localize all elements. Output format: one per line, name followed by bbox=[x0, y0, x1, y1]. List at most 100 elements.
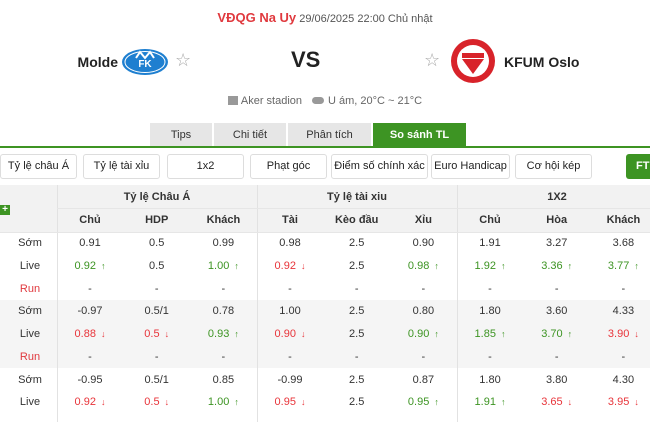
odds-value: 3.80 bbox=[545, 374, 568, 386]
odds-cell: - bbox=[190, 351, 256, 363]
arrow-down-icon: ↓ bbox=[567, 397, 573, 407]
odds-cell: -0.95 bbox=[57, 374, 123, 386]
odds-value: 4.30 bbox=[612, 374, 635, 386]
odds-cell: - bbox=[390, 283, 456, 295]
odds-value: 2.5 bbox=[349, 328, 365, 340]
ft-button[interactable]: FT bbox=[626, 154, 650, 179]
odds-value: 2.5 bbox=[349, 396, 365, 408]
odds-value: 0.95 bbox=[274, 396, 296, 408]
filter-1x2[interactable]: 1x2 bbox=[167, 154, 244, 179]
tab-tips[interactable]: Tips bbox=[150, 123, 212, 147]
column-header: Xỉu bbox=[414, 214, 432, 226]
arrow-down-icon: ↓ bbox=[300, 261, 306, 271]
odds-value: 3.95 bbox=[607, 396, 630, 408]
expand-plus-icon[interactable]: + bbox=[0, 205, 10, 215]
filter-asian-handicap[interactable]: Tỷ lệ châu Á bbox=[0, 154, 77, 179]
favorite-away-star-icon[interactable]: ☆ bbox=[424, 50, 441, 70]
row-label: Sớm bbox=[18, 305, 42, 317]
league-name[interactable]: VĐQG Na Uy bbox=[217, 10, 297, 25]
odds-cell: - bbox=[524, 351, 590, 363]
odds-value: 1.92 bbox=[474, 260, 496, 272]
odds-cell: 2.5 bbox=[324, 374, 390, 386]
away-team-name[interactable]: KFUM Oslo bbox=[504, 54, 580, 70]
tab-so-sanh-tl[interactable]: So sánh TL bbox=[373, 123, 466, 147]
odds-cell: 0.5 bbox=[124, 260, 190, 272]
filter-corners[interactable]: Phạt góc bbox=[250, 154, 327, 179]
odds-value: 3.70 bbox=[541, 328, 563, 340]
odds-cell: 0.88 ↓ bbox=[57, 328, 123, 340]
odds-cell: 3.68 bbox=[590, 237, 650, 249]
odds-cell: 0.92 ↑ bbox=[57, 260, 123, 272]
column-divider bbox=[257, 185, 258, 422]
weather: U ám, 20°C ~ 21°C bbox=[328, 95, 423, 107]
arrow-down-icon: ↓ bbox=[164, 329, 170, 339]
arrow-down-icon: ↓ bbox=[300, 329, 306, 339]
column-header: Khách bbox=[606, 214, 641, 226]
odds-cell: 0.78 bbox=[190, 305, 256, 317]
odds-value: 1.85 bbox=[474, 328, 496, 340]
column-header: Kèo đầu bbox=[334, 214, 379, 226]
odds-value: 0.88 bbox=[74, 328, 96, 340]
tab-chi-tiet[interactable]: Chi tiết bbox=[214, 123, 286, 147]
odds-value: - bbox=[221, 351, 226, 363]
odds-cell: 0.95 ↓ bbox=[257, 396, 323, 408]
odds-value: - bbox=[354, 351, 359, 363]
odds-value: -0.99 bbox=[277, 374, 303, 386]
odds-cell: - bbox=[124, 283, 190, 295]
row-label: Run bbox=[19, 351, 41, 363]
arrow-up-icon: ↑ bbox=[634, 261, 639, 271]
odds-cell: -0.99 bbox=[257, 374, 323, 386]
favorite-home-star-icon[interactable]: ☆ bbox=[175, 50, 192, 70]
odds-value: 0.98 bbox=[279, 237, 301, 249]
home-team-name[interactable]: Molde bbox=[77, 54, 118, 70]
arrow-up-icon: ↑ bbox=[500, 397, 506, 407]
filter-euro-handicap[interactable]: Euro Handicap bbox=[431, 154, 510, 179]
odds-value: 0.92 bbox=[274, 260, 296, 272]
odds-value: 3.60 bbox=[545, 305, 568, 317]
filter-double-chance[interactable]: Cơ hội kép bbox=[515, 154, 592, 179]
odds-value: 3.77 bbox=[607, 260, 630, 272]
odds-cell: 1.92 ↑ bbox=[457, 260, 523, 272]
row-label: Sớm bbox=[18, 237, 42, 249]
group-header: Tỷ lệ tài xiu bbox=[327, 191, 387, 203]
odds-value: 1.91 bbox=[479, 237, 501, 249]
odds-value: 0.99 bbox=[212, 237, 235, 249]
arrow-up-icon: ↑ bbox=[434, 329, 439, 339]
tab-phan-tich[interactable]: Phân tích bbox=[288, 123, 371, 147]
odds-cell: 2.5 bbox=[324, 396, 390, 408]
odds-cell: - bbox=[324, 283, 390, 295]
odds-cell: 0.80 bbox=[390, 305, 456, 317]
odds-value: 2.5 bbox=[349, 305, 365, 317]
odds-value: 3.65 bbox=[541, 396, 563, 408]
odds-value: - bbox=[621, 351, 626, 363]
odds-cell: 1.00 bbox=[257, 305, 323, 317]
odds-cell: 4.30 bbox=[590, 374, 650, 386]
odds-value: - bbox=[421, 283, 426, 295]
row-label: Live bbox=[19, 328, 41, 340]
arrow-up-icon: ↑ bbox=[234, 397, 239, 407]
odds-cell: 1.00 ↑ bbox=[190, 260, 256, 272]
odds-value: 0.85 bbox=[212, 374, 235, 386]
odds-value: - bbox=[154, 351, 159, 363]
cloud-icon bbox=[312, 97, 325, 104]
arrow-down-icon: ↓ bbox=[634, 329, 639, 339]
odds-cell: 1.80 bbox=[457, 374, 523, 386]
odds-cell: -0.97 bbox=[57, 305, 123, 317]
odds-cell: 0.91 bbox=[57, 237, 123, 249]
odds-cell: - bbox=[590, 351, 650, 363]
filter-correct-score[interactable]: Điểm số chính xác bbox=[331, 154, 428, 179]
odds-value: - bbox=[88, 351, 92, 363]
filter-over-under[interactable]: Tỷ lệ tài xỉu bbox=[83, 154, 160, 179]
odds-value: 2.5 bbox=[349, 260, 365, 272]
odds-value: -0.95 bbox=[77, 374, 103, 386]
column-header: Khách bbox=[206, 214, 241, 226]
odds-cell: 0.98 bbox=[257, 237, 323, 249]
odds-cell: - bbox=[457, 351, 523, 363]
odds-value: 1.00 bbox=[207, 260, 230, 272]
odds-value: 2.5 bbox=[349, 374, 365, 386]
odds-value: 3.68 bbox=[612, 237, 635, 249]
arrow-up-icon: ↑ bbox=[100, 261, 106, 271]
stadium-icon bbox=[227, 96, 238, 105]
odds-value: 1.80 bbox=[479, 374, 501, 386]
arrow-down-icon: ↓ bbox=[634, 397, 639, 407]
